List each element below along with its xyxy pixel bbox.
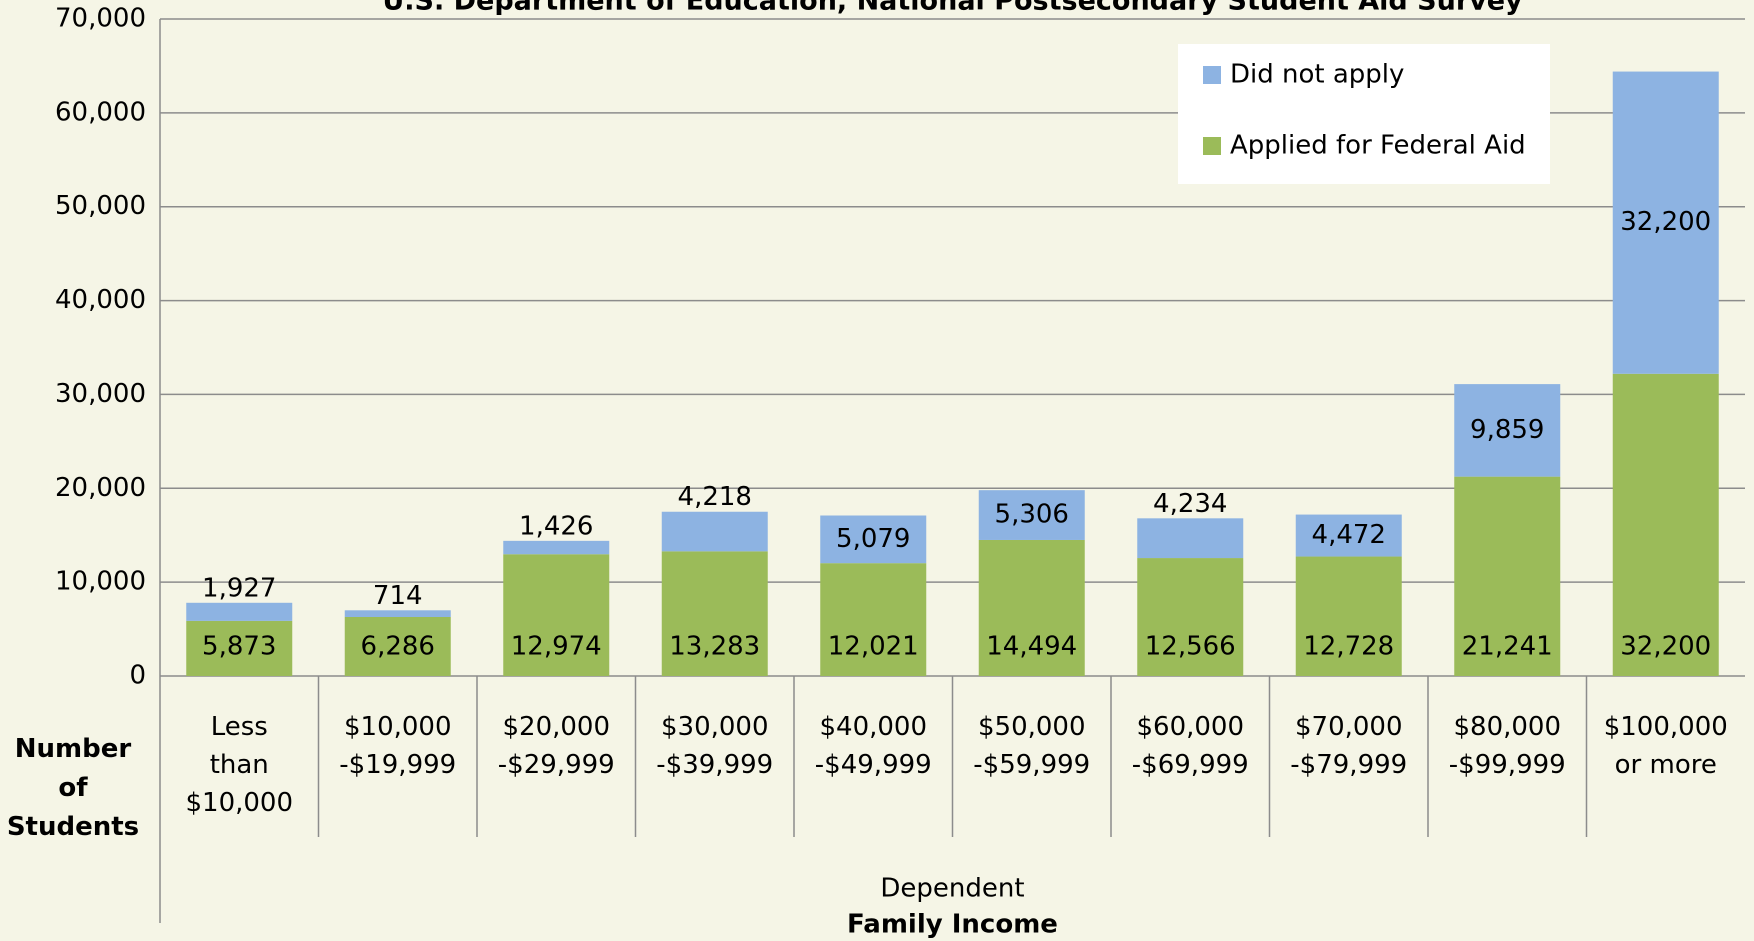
value-label: 12,566	[1145, 632, 1236, 662]
value-label: 5,306	[995, 500, 1069, 530]
bar-segment	[1137, 518, 1244, 559]
value-label: 9,859	[1470, 415, 1544, 445]
value-label: 4,234	[1153, 489, 1227, 519]
value-label: 1,927	[202, 573, 276, 603]
y-tick-label: 10,000	[55, 567, 146, 597]
bar-segment	[503, 554, 610, 676]
bar-segment	[344, 617, 451, 676]
y-tick-label: 50,000	[55, 191, 146, 221]
y-tick-label: 20,000	[55, 473, 146, 503]
bar-segment	[1612, 71, 1719, 374]
x-tick-label: Less than $10,000	[185, 712, 293, 818]
bar-segment	[503, 540, 610, 555]
value-label: 12,974	[511, 632, 602, 662]
value-label: 1,426	[519, 511, 593, 541]
x-tick-label: $40,000 -$49,999	[815, 712, 932, 780]
bar-segment	[1295, 514, 1402, 557]
bar-segment	[1612, 373, 1719, 676]
value-label: 714	[373, 581, 423, 611]
y-tick-label: 40,000	[55, 285, 146, 315]
value-label: 5,873	[202, 632, 276, 662]
value-label: 6,286	[361, 632, 435, 662]
x-tick-label: $70,000 -$79,999	[1290, 712, 1407, 780]
y-tick-label: 30,000	[55, 379, 146, 409]
x-tick-label: $20,000 -$29,999	[498, 712, 615, 780]
x-group-label: Dependent	[880, 874, 1024, 904]
legend-background	[1178, 44, 1550, 184]
bar-segment	[344, 610, 451, 618]
bar-segment	[1454, 384, 1561, 477]
value-label: 32,200	[1620, 632, 1711, 662]
legend-swatch	[1203, 137, 1221, 155]
bar-segment	[978, 490, 1085, 540]
y-tick-label: 0	[129, 661, 146, 691]
value-label: 5,079	[836, 524, 910, 554]
x-tick-label: $10,000 -$19,999	[339, 712, 456, 780]
x-tick-label: $80,000 -$99,999	[1449, 712, 1566, 780]
x-axis-label: Family Income	[847, 910, 1058, 940]
x-tick-label: $30,000 -$39,999	[656, 712, 773, 780]
bar-segment	[820, 563, 927, 676]
value-label: 13,283	[669, 632, 760, 662]
bar-segment	[978, 539, 1085, 676]
value-label: 4,472	[1312, 520, 1386, 550]
bar-segment	[661, 551, 768, 676]
y-tick-label: 60,000	[55, 97, 146, 127]
bar-segment	[820, 515, 927, 564]
bar-segment	[186, 620, 293, 676]
x-tick-label: $60,000 -$69,999	[1132, 712, 1249, 780]
legend-label: Did not apply	[1230, 60, 1404, 90]
chart-title: U.S. Department of Education, National P…	[382, 0, 1523, 17]
legend-label: Applied for Federal Aid	[1230, 131, 1526, 161]
value-label: 12,021	[828, 632, 919, 662]
value-label: 21,241	[1462, 632, 1553, 662]
value-label: 4,218	[678, 482, 752, 512]
value-label: 14,494	[986, 632, 1077, 662]
y-axis-label: Number of Students	[7, 734, 139, 842]
bar-segment	[1295, 556, 1402, 676]
value-label: 12,728	[1303, 632, 1394, 662]
legend-swatch	[1203, 66, 1221, 84]
y-tick-label: 70,000	[55, 4, 146, 34]
bar-segment	[1454, 476, 1561, 676]
bar-segment	[1137, 558, 1244, 676]
bar-segment	[661, 511, 768, 552]
bar-segment	[186, 602, 293, 621]
x-tick-label: $50,000 -$59,999	[973, 712, 1090, 780]
x-tick-label: $100,000 or more	[1604, 712, 1728, 780]
value-label: 32,200	[1620, 207, 1711, 237]
